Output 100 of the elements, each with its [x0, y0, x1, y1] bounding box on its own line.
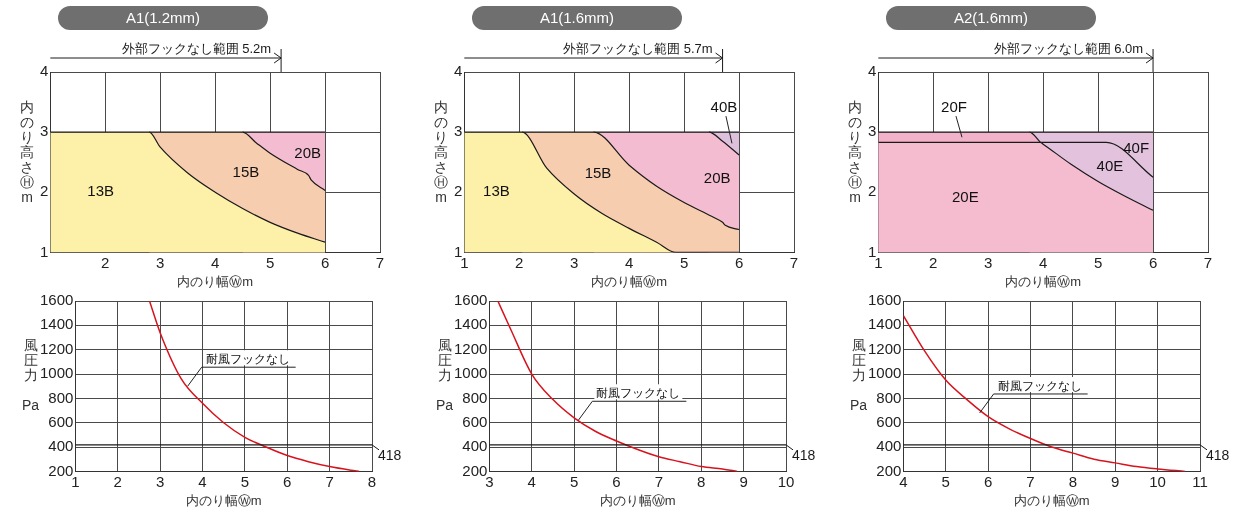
- y-axis-title: 内のり高さⒽm: [848, 99, 862, 205]
- y-tick-label: 1: [454, 242, 463, 260]
- x-tick-label: 4: [527, 472, 536, 490]
- y-tick-label: 1: [40, 242, 49, 260]
- x-tick-label: 10: [1149, 472, 1166, 490]
- y-axis-title: 風圧力 Pa: [850, 337, 868, 413]
- x-tick-label: 7: [789, 253, 799, 271]
- y-tick-label: 400: [876, 437, 902, 455]
- x-tick-label: 6: [734, 253, 744, 271]
- series-label: 40B: [710, 98, 738, 116]
- x-axis-title: 内のり幅Ⓦm: [185, 492, 262, 508]
- x-tick-label: 8: [697, 472, 706, 490]
- x-tick-label: 3: [570, 253, 579, 271]
- y-tick-label: 1200: [453, 339, 488, 357]
- x-tick-label: 6: [1148, 253, 1158, 271]
- x-tick-label: 2: [113, 472, 122, 490]
- series-label: 15B: [232, 162, 260, 180]
- y-tick-label: 400: [462, 437, 488, 455]
- y-tick-label: 1400: [867, 315, 902, 333]
- x-tick-label: 6: [283, 472, 292, 490]
- x-tick-label: 10: [777, 472, 795, 490]
- y-tick-label: 600: [48, 412, 74, 430]
- y-tick-label: 4: [40, 62, 49, 80]
- x-tick-label: 2: [515, 253, 524, 271]
- y-axis-title: 風圧力 Pa: [436, 337, 454, 413]
- y-tick-label: 4: [454, 62, 463, 80]
- y-tick-label: 2: [40, 182, 49, 200]
- y-tick-label: 3: [454, 122, 463, 140]
- series-label: 15B: [584, 163, 612, 181]
- x-tick-label: 6: [983, 472, 993, 490]
- ref-line-label: 外部フックなし範囲 5.7m: [563, 41, 713, 56]
- x-axis-title: 内のり幅Ⓦm: [591, 273, 668, 289]
- x-axis-title: 内のり幅Ⓦm: [177, 273, 254, 289]
- y-tick-label: 1400: [453, 315, 488, 333]
- y-tick-label: 2: [868, 182, 877, 200]
- y-tick-label: 800: [48, 388, 74, 406]
- series-label: 20F: [941, 98, 967, 116]
- y-axis-title: 内のり高さⒽm: [434, 99, 448, 205]
- x-axis-title: 内のり幅Ⓦm: [1005, 273, 1082, 289]
- x-tick-label: 5: [941, 472, 950, 490]
- y-tick-label: 1400: [39, 315, 74, 333]
- y-tick-label: 1000: [867, 364, 902, 382]
- y-tick-label: 400: [48, 437, 74, 455]
- x-tick-label: 9: [739, 472, 748, 490]
- y-tick-label: 800: [876, 388, 902, 406]
- line-series: [148, 301, 361, 472]
- y-tick-label: 1200: [867, 339, 902, 357]
- x-tick-label: 7: [654, 472, 664, 490]
- y-tick-label: 3: [868, 122, 877, 140]
- x-tick-label: 2: [101, 253, 110, 271]
- series-label: 13B: [483, 182, 510, 200]
- y-axis-title: 風圧力 Pa: [22, 337, 40, 413]
- y-tick-label: 800: [462, 388, 488, 406]
- x-tick-label: 8: [367, 472, 377, 490]
- x-tick-label: 5: [569, 472, 579, 490]
- x-tick-label: 11: [1192, 472, 1208, 490]
- y-tick-label: 1600: [867, 291, 902, 309]
- y-tick-label: 2: [454, 182, 463, 200]
- chart-title: A1(1.6mm): [472, 6, 682, 30]
- y-tick-label: 1600: [453, 291, 488, 309]
- x-tick-label: 7: [375, 253, 385, 271]
- x-tick-label: 8: [1068, 472, 1078, 490]
- x-tick-label: 5: [679, 253, 689, 271]
- x-tick-label: 7: [325, 472, 334, 490]
- x-tick-label: 6: [612, 472, 621, 490]
- series-label: 40F: [1123, 138, 1150, 156]
- series-label: 40E: [1096, 156, 1124, 174]
- ref-line-label: 418: [378, 446, 402, 463]
- y-axis-title: 内のり高さⒽm: [20, 99, 34, 205]
- x-tick-label: 5: [1093, 253, 1103, 271]
- x-tick-label: 4: [198, 472, 207, 490]
- y-tick-label: 600: [876, 412, 902, 430]
- x-tick-label: 4: [1039, 253, 1048, 271]
- x-axis-title: 内のり幅Ⓦm: [1013, 492, 1090, 508]
- x-tick-label: 3: [984, 253, 993, 271]
- x-tick-label: 5: [265, 253, 275, 271]
- y-tick-label: 4: [868, 62, 877, 80]
- ref-line-label: 外部フックなし範囲 5.2m: [121, 41, 272, 56]
- x-tick-label: 5: [240, 472, 250, 490]
- annotation: 耐風フックなし: [596, 386, 681, 401]
- x-tick-label: 6: [320, 253, 330, 271]
- x-tick-label: 3: [156, 253, 165, 271]
- y-tick-label: 1: [868, 242, 877, 260]
- annotation: 耐風フックなし: [997, 378, 1082, 393]
- x-tick-label: 4: [625, 253, 634, 271]
- x-tick-label: 4: [211, 253, 220, 271]
- line-series: [903, 314, 1186, 472]
- x-tick-label: 9: [1111, 472, 1120, 490]
- x-tick-label: 7: [1026, 472, 1035, 490]
- y-tick-label: 3: [40, 122, 49, 140]
- ref-line-label: 418: [1206, 446, 1230, 463]
- series-label: 20B: [703, 168, 731, 186]
- y-tick-label: 1600: [39, 291, 74, 309]
- y-tick-label: 200: [48, 461, 74, 479]
- x-tick-label: 3: [155, 472, 165, 490]
- y-tick-label: 1200: [39, 339, 74, 357]
- series-label: 13B: [87, 182, 115, 200]
- line-series: [497, 301, 739, 472]
- series-label: 20E: [951, 187, 979, 205]
- y-tick-label: 200: [876, 461, 902, 479]
